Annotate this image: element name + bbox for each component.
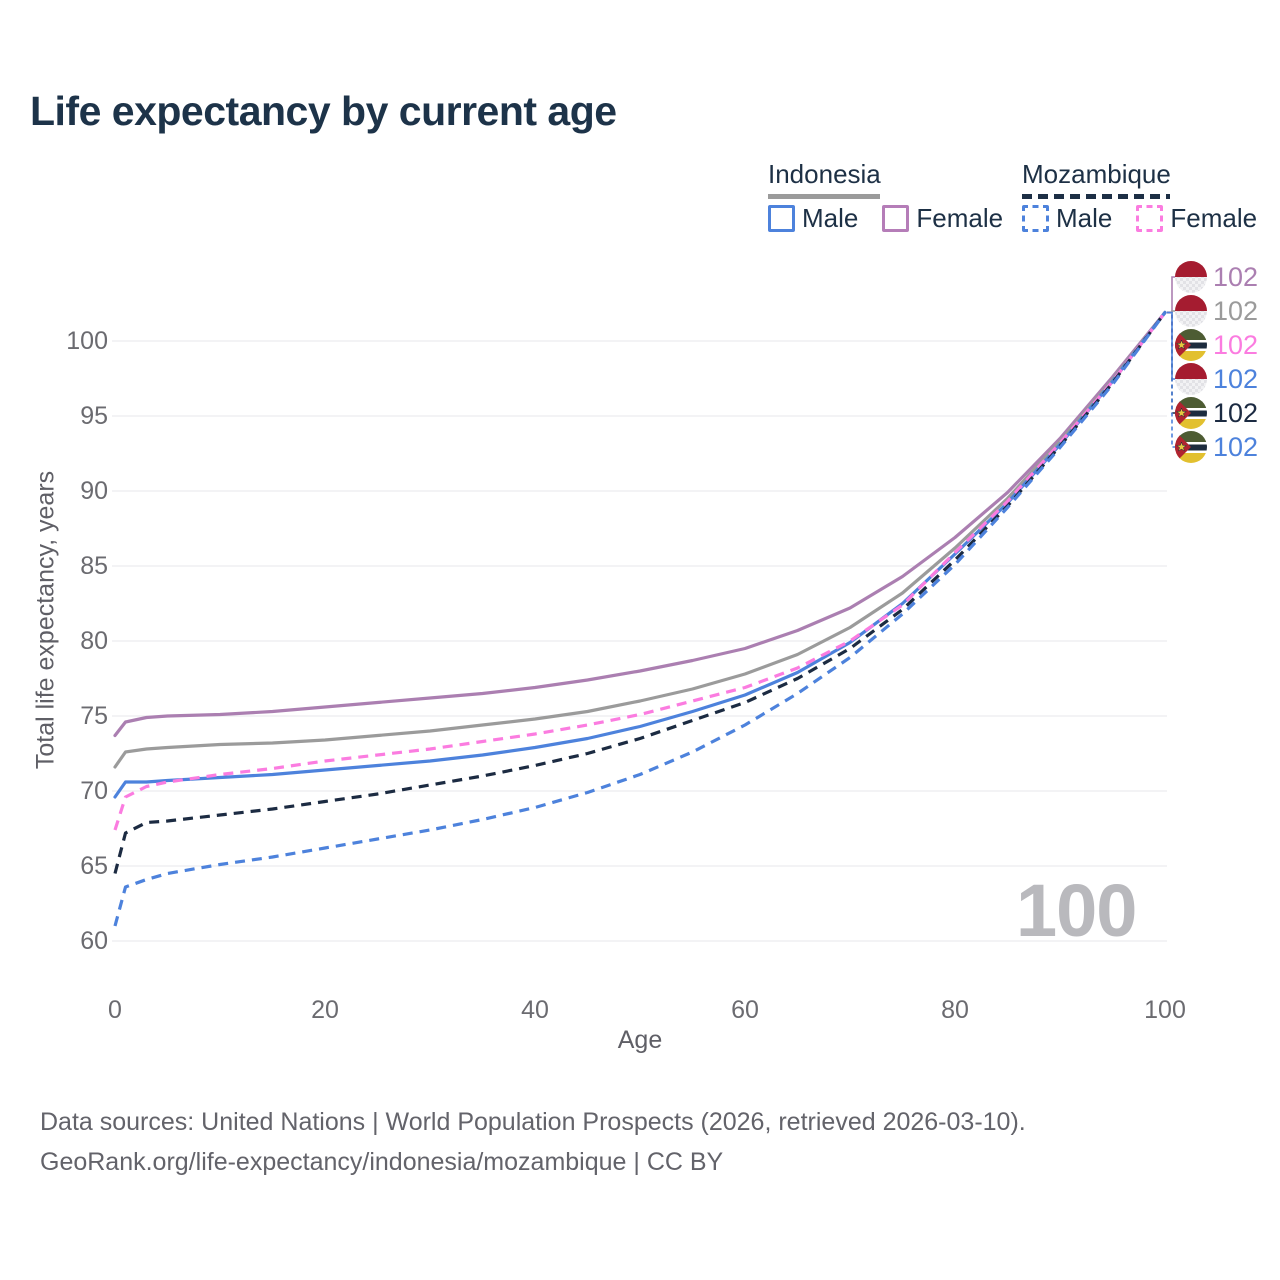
mozambique-line-swatch — [1022, 194, 1170, 199]
series-line-mozambique-both-sexes — [113, 311, 1167, 874]
legend-country-mozambique[interactable]: Mozambique — [1022, 159, 1171, 189]
x-axis-title: Age — [617, 1026, 663, 1054]
legend-swatch-indonesia-male[interactable] — [768, 204, 795, 232]
y-tick-label-65: 65 — [80, 852, 108, 880]
x-tick-label-0: 0 — [108, 996, 122, 1024]
end-value: 102 — [1213, 397, 1259, 428]
indonesia-line-swatch — [768, 194, 880, 199]
series-line-indonesia-male — [113, 310, 1167, 799]
x-tick-label-20: 20 — [311, 996, 339, 1024]
legend-label-indonesia-male[interactable]: Male — [802, 202, 859, 233]
page-title: Life expectancy by current age — [30, 88, 617, 134]
end-value: 102 — [1213, 431, 1259, 462]
end-value: 102 — [1213, 261, 1259, 292]
legend-label-mozambique-female[interactable]: Female — [1170, 202, 1258, 233]
end-label-mozambique-female: 102 — [1174, 328, 1258, 362]
y-tick-label-70: 70 — [80, 777, 108, 805]
y-tick-label-90: 90 — [80, 477, 108, 505]
x-tick-label-100: 100 — [1144, 996, 1186, 1024]
indonesia-flag-icon — [1175, 261, 1207, 293]
end-label-indonesia-both-sexes: 102 — [1174, 294, 1258, 328]
mozambique-flag-icon — [1175, 329, 1207, 361]
series-line-indonesia-both-sexes — [113, 310, 1167, 769]
end-label-mozambique-both-sexes: 102 — [1174, 396, 1258, 430]
data-sources-text: Data sources: United Nations | World Pop… — [40, 1108, 1026, 1136]
y-tick-label-95: 95 — [80, 402, 108, 430]
series-line-indonesia-female — [113, 310, 1167, 738]
end-label-mozambique-male: 102 — [1174, 430, 1258, 464]
x-tick-label-80: 80 — [941, 996, 969, 1024]
legend-swatch-mozambique-male[interactable] — [1022, 204, 1049, 232]
legend-label-indonesia-female[interactable]: Female — [916, 202, 1004, 233]
end-label-indonesia-female: 102 — [1174, 260, 1258, 294]
series-line-mozambique-male — [113, 311, 1167, 927]
mozambique-flag-icon — [1175, 431, 1207, 463]
end-value: 102 — [1213, 295, 1259, 326]
y-tick-label-75: 75 — [80, 702, 108, 730]
attribution-text: GeoRank.org/life-expectancy/indonesia/mo… — [40, 1148, 724, 1176]
hovered-age-watermark: 100 — [1016, 869, 1137, 952]
x-tick-label-40: 40 — [521, 996, 549, 1024]
y-tick-label-80: 80 — [80, 627, 108, 655]
legend-swatch-mozambique-female[interactable] — [1136, 204, 1164, 232]
end-label-indonesia-male: 102 — [1174, 362, 1258, 396]
indonesia-flag-icon — [1175, 295, 1207, 327]
x-tick-label-60: 60 — [731, 996, 759, 1024]
y-tick-label-60: 60 — [80, 927, 108, 955]
leader-line-mozambique-male — [1167, 311, 1176, 448]
indonesia-flag-icon — [1175, 363, 1207, 395]
end-value: 102 — [1213, 329, 1259, 360]
legend-country-indonesia[interactable]: Indonesia — [768, 159, 881, 189]
legend-swatch-indonesia-female[interactable] — [882, 204, 910, 232]
legend-label-mozambique-male[interactable]: Male — [1056, 202, 1113, 233]
series-line-mozambique-female — [113, 311, 1167, 831]
mozambique-flag-icon — [1175, 397, 1207, 429]
y-tick-label-85: 85 — [80, 552, 108, 580]
y-tick-label-100: 100 — [66, 327, 108, 355]
end-value: 102 — [1213, 363, 1259, 394]
